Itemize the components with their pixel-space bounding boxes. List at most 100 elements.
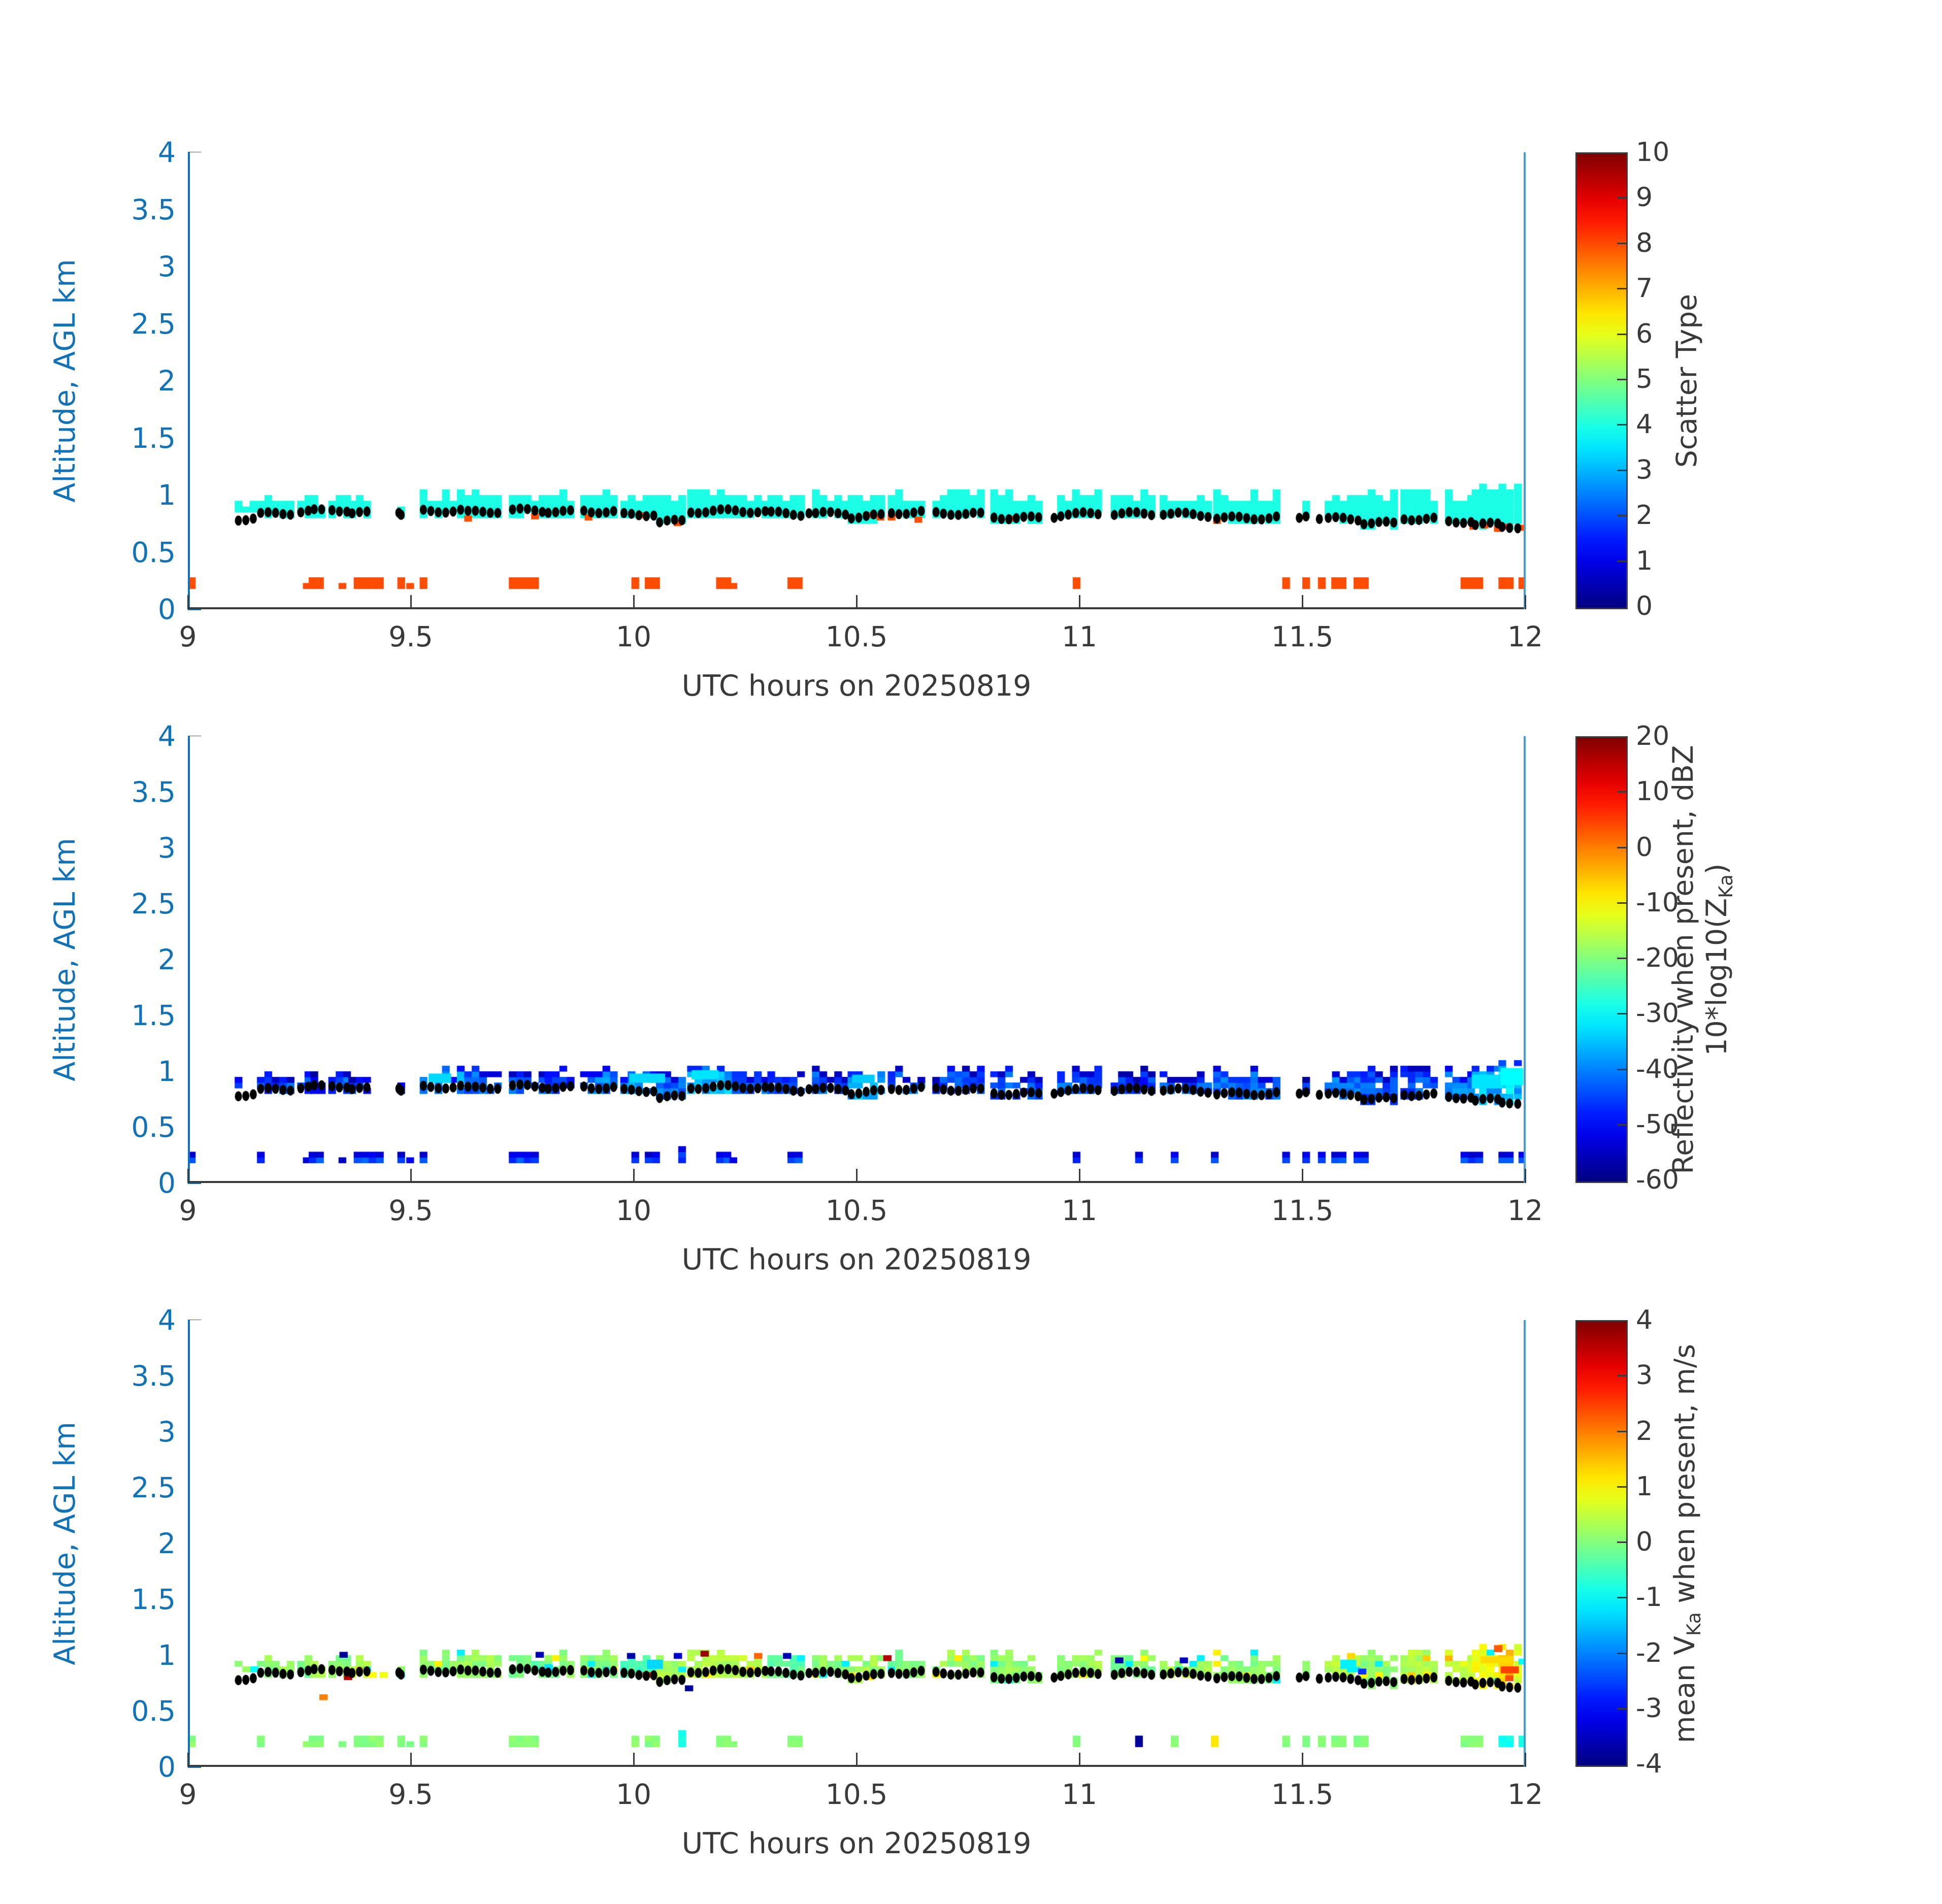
y-tick-label: 0	[158, 593, 176, 626]
x-tick-label: 9.5	[388, 1778, 433, 1811]
colorbar-tick-label: 10	[1636, 137, 1670, 168]
colorbar-tick-mark	[1617, 560, 1626, 562]
colorbar-tick-mark	[1617, 1597, 1626, 1599]
plot-area	[188, 152, 1526, 609]
y-tick-label: 1	[158, 479, 176, 511]
x-tick-mark	[1079, 595, 1080, 609]
y-axis-spine	[188, 152, 190, 609]
colorbar-tick-label: -1	[1636, 1582, 1662, 1613]
y-tick-label: 0	[158, 1167, 176, 1199]
colorbar-tick-label: -20	[1636, 943, 1679, 973]
x-tick-label: 12	[1507, 620, 1543, 653]
colorbar-tick-label: 2	[1636, 1416, 1653, 1447]
colorbar-tick-label: 1	[1636, 1471, 1653, 1502]
colorbar-tick-label: 5	[1636, 364, 1653, 395]
series-end-marker-line	[1524, 736, 1526, 1183]
colorbar-tick-label: -10	[1636, 887, 1679, 918]
colorbar-tick-mark	[1617, 288, 1626, 290]
y-tick-label: 1.5	[131, 1583, 176, 1616]
x-tick-mark	[1302, 1169, 1303, 1183]
x-tick-label: 10.5	[825, 1778, 888, 1811]
y-tick-label: 3.5	[131, 776, 176, 808]
colorbar-tick-mark	[1617, 1013, 1626, 1015]
colorbar-tick-label: -3	[1636, 1693, 1662, 1724]
colorbar-tick-label: -30	[1636, 998, 1679, 1029]
reflectivity-colorbar-label: Reflectivity when present, dBZ 10*log10(Z…	[1667, 745, 1737, 1174]
x-tick-mark	[410, 1753, 412, 1767]
y-tick-label: 2	[158, 365, 176, 397]
x-tick-label: 9	[179, 620, 197, 653]
colorbar-tick-mark	[1617, 1652, 1626, 1654]
y-tick-label: 4	[158, 720, 176, 752]
colorbar-tick-mark	[1617, 197, 1626, 199]
x-axis-label: UTC hours on 20250819	[681, 1827, 1032, 1860]
colorbar-tick-label: 4	[1636, 1305, 1653, 1335]
x-tick-mark	[1525, 1753, 1526, 1767]
x-tick-label: 9	[179, 1778, 197, 1811]
colorbar-tick-label: -2	[1636, 1637, 1662, 1668]
x-tick-mark	[187, 595, 189, 609]
x-tick-label: 9.5	[388, 620, 433, 653]
mean-velocity-heatmap-canvas	[188, 1320, 1525, 1767]
x-tick-mark	[633, 595, 635, 609]
x-tick-label: 11.5	[1271, 1778, 1334, 1811]
y-axis-spine	[188, 1320, 190, 1767]
x-tick-mark	[187, 1753, 189, 1767]
colorbar-tick-mark	[1617, 242, 1626, 244]
colorbar-tick-mark	[1617, 424, 1626, 426]
colorbar-tick-mark	[1617, 902, 1626, 904]
y-tick-label: 3	[158, 250, 176, 283]
y-tick-label: 2.5	[131, 888, 176, 920]
series-end-marker-line	[1524, 152, 1526, 609]
x-tick-mark	[856, 1753, 858, 1767]
colorbar-tick-label: 7	[1636, 273, 1653, 304]
x-tick-label: 11.5	[1271, 620, 1334, 653]
mean-velocity-colorbar	[1575, 1320, 1628, 1767]
x-tick-label: 11.5	[1271, 1194, 1334, 1227]
x-tick-mark	[410, 595, 412, 609]
x-tick-label: 9.5	[388, 1194, 433, 1227]
y-tick-label: 1	[158, 1055, 176, 1088]
colorbar-tick-mark	[1617, 1708, 1626, 1710]
colorbar-tick-label: 0	[1636, 1527, 1653, 1557]
y-tick-mark	[188, 609, 201, 610]
y-tick-label: 3	[158, 1416, 176, 1448]
x-tick-label: 10	[616, 1778, 651, 1811]
y-tick-label: 3.5	[131, 1360, 176, 1392]
y-axis-label: Altitude, AGL km	[48, 259, 82, 503]
x-tick-label: 10	[616, 620, 651, 653]
y-tick-label: 0.5	[131, 536, 176, 569]
colorbar-tick-mark	[1617, 1541, 1626, 1543]
y-tick-label: 3	[158, 832, 176, 864]
plot-area	[188, 1320, 1526, 1767]
x-tick-mark	[187, 1169, 189, 1183]
y-tick-label: 1	[158, 1639, 176, 1671]
colorbar-tick-label: 2	[1636, 500, 1653, 531]
plot-area	[188, 736, 1526, 1183]
x-tick-mark	[1302, 1753, 1303, 1767]
scatter-type-colorbar-label: Scatter Type	[1670, 293, 1703, 468]
colorbar-tick-label: 0	[1636, 591, 1653, 621]
x-axis-label: UTC hours on 20250819	[681, 669, 1032, 703]
colorbar-tick-mark	[1617, 1375, 1626, 1377]
y-tick-label: 1.5	[131, 421, 176, 454]
colorbar-tick-label: 20	[1636, 721, 1670, 751]
colorbar-tick-mark	[1617, 333, 1626, 335]
colorbar-tick-label: -60	[1636, 1165, 1679, 1195]
colorbar-tick-label: 3	[1636, 1360, 1653, 1391]
y-tick-label: 2	[158, 943, 176, 976]
x-tick-label: 10.5	[825, 620, 888, 653]
x-tick-mark	[633, 1169, 635, 1183]
y-tick-label: 2	[158, 1527, 176, 1560]
x-tick-mark	[1525, 1169, 1526, 1183]
x-tick-mark	[1079, 1169, 1080, 1183]
series-end-marker-line	[1524, 1320, 1526, 1767]
y-tick-label: 0.5	[131, 1111, 176, 1143]
y-tick-label: 3.5	[131, 193, 176, 226]
x-tick-label: 11	[1062, 620, 1097, 653]
x-tick-label: 10	[616, 1194, 651, 1227]
colorbar-tick-mark	[1617, 515, 1626, 517]
x-tick-mark	[410, 1169, 412, 1183]
x-tick-mark	[1302, 595, 1303, 609]
